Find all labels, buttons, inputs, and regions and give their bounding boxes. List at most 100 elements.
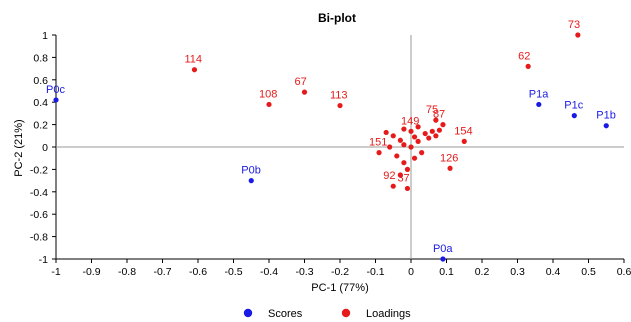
score-point-label: P1c <box>564 100 583 112</box>
loading-point-label: 73 <box>568 19 580 31</box>
score-point <box>603 123 609 129</box>
loading-point <box>376 150 382 156</box>
score-point <box>248 178 254 184</box>
x-tick-label: 0.2 <box>475 266 490 278</box>
loading-point <box>383 129 389 136</box>
loading-point <box>408 144 414 150</box>
loading-point <box>429 128 435 134</box>
x-tick-label: -1 <box>51 266 60 278</box>
axes <box>52 34 625 263</box>
x-axis-label: PC-1 (77%) <box>311 282 368 294</box>
loading-point <box>436 127 442 133</box>
loading-point <box>415 124 421 130</box>
loading-point <box>447 165 453 171</box>
y-tick-label: -0.2 <box>30 164 48 176</box>
loading-point-label: 113 <box>330 90 348 102</box>
loading-point-label: 151 <box>369 137 387 149</box>
loading-point <box>433 133 439 139</box>
loading-point <box>433 117 439 123</box>
x-tick-label: 0 <box>408 266 414 278</box>
y-tick-label: -0.8 <box>30 232 48 244</box>
loading-point <box>394 153 400 159</box>
loading-point <box>266 101 272 108</box>
score-point <box>440 256 446 262</box>
x-tick-label: -0.9 <box>82 266 100 278</box>
x-tick-label: -0.2 <box>331 266 349 278</box>
loading-point <box>337 102 343 109</box>
loading-point <box>411 155 418 161</box>
loading-point <box>404 166 411 172</box>
data-points: P0c P0b P0a P1a P1c P1b 114 108 67 113 62 73 154 126 1… <box>46 19 616 262</box>
loading-point <box>397 172 403 178</box>
loading-point <box>387 144 393 150</box>
y-tick-label: 0.8 <box>33 52 48 64</box>
legend-label: Scores <box>268 308 303 320</box>
y-tick-label: -0.6 <box>30 209 48 221</box>
y-axis-label: PC-2 (21%) <box>13 119 25 176</box>
y-tick-label: -1 <box>39 254 48 266</box>
y-tick-label: 0.2 <box>33 120 48 132</box>
loading-point <box>404 185 411 192</box>
x-tick-label: 0.6 <box>617 266 631 278</box>
x-tick-label: 0.1 <box>439 266 454 278</box>
y-tick-label: 1 <box>42 30 48 42</box>
loading-point <box>401 142 407 148</box>
x-tick-label: -0.8 <box>118 266 136 278</box>
loading-point <box>415 138 421 144</box>
loading-point-label: 92 <box>383 170 395 182</box>
loading-point <box>401 160 407 166</box>
score-point-label: P0a <box>433 243 453 255</box>
loading-point-label: 154 <box>454 125 472 137</box>
loading-point <box>191 67 198 73</box>
loading-point <box>575 32 581 38</box>
x-tick-label: -0.7 <box>153 266 171 278</box>
legend-marker <box>341 308 351 318</box>
loading-point <box>408 128 414 134</box>
tick-labels: -1 -0.9 -0.8 -0.7 -0.6 -0.5 -0.4 -0.3 -0.2 -0.1 0 0… <box>30 30 631 278</box>
y-tick-label: -0.4 <box>30 187 48 199</box>
loading-point <box>461 138 467 144</box>
loading-point-label: 67 <box>295 76 307 88</box>
x-tick-label: -0.1 <box>366 266 384 278</box>
loading-point-label: 108 <box>259 88 277 100</box>
legend-marker <box>243 308 253 318</box>
legend: Scores Loadings <box>243 308 411 320</box>
score-point-label: P0c <box>46 84 65 96</box>
x-tick-label: -0.4 <box>260 266 278 278</box>
loading-point <box>419 150 425 156</box>
y-tick-label: 0.6 <box>33 75 48 87</box>
x-tick-label: -0.3 <box>295 266 313 278</box>
loading-point-label: 75 <box>426 104 438 116</box>
x-tick-label: 0.5 <box>581 266 596 278</box>
x-tick-label: -0.5 <box>224 266 242 278</box>
y-tick-label: 0 <box>42 142 48 154</box>
loading-point <box>411 134 418 140</box>
legend-label: Loadings <box>366 308 411 320</box>
loading-point-label: 114 <box>184 54 202 66</box>
loading-point <box>426 135 432 141</box>
score-point <box>571 113 577 119</box>
score-point-label: P1b <box>596 110 616 122</box>
x-tick-label: 0.4 <box>546 266 561 278</box>
loading-point-label: 87 <box>433 109 445 121</box>
loading-point <box>401 126 407 132</box>
loading-point-label: 62 <box>518 50 530 62</box>
loading-point <box>440 122 446 128</box>
score-point-label: P0b <box>241 165 261 177</box>
loading-point-label: 149 <box>401 115 419 127</box>
y-tick-label: 0.4 <box>33 97 48 109</box>
loading-point <box>390 133 396 139</box>
loading-point <box>390 183 396 189</box>
loading-point <box>301 89 308 95</box>
x-tick-label: -0.6 <box>189 266 207 278</box>
score-point <box>53 97 59 103</box>
loading-point <box>422 130 428 137</box>
score-point-label: P1a <box>529 88 549 100</box>
loading-point-label: 126 <box>440 152 458 164</box>
loading-point <box>397 137 403 143</box>
chart-title: Bi-plot <box>318 11 356 25</box>
score-point <box>536 101 542 108</box>
x-tick-label: 0.3 <box>510 266 525 278</box>
loading-point <box>525 63 531 69</box>
